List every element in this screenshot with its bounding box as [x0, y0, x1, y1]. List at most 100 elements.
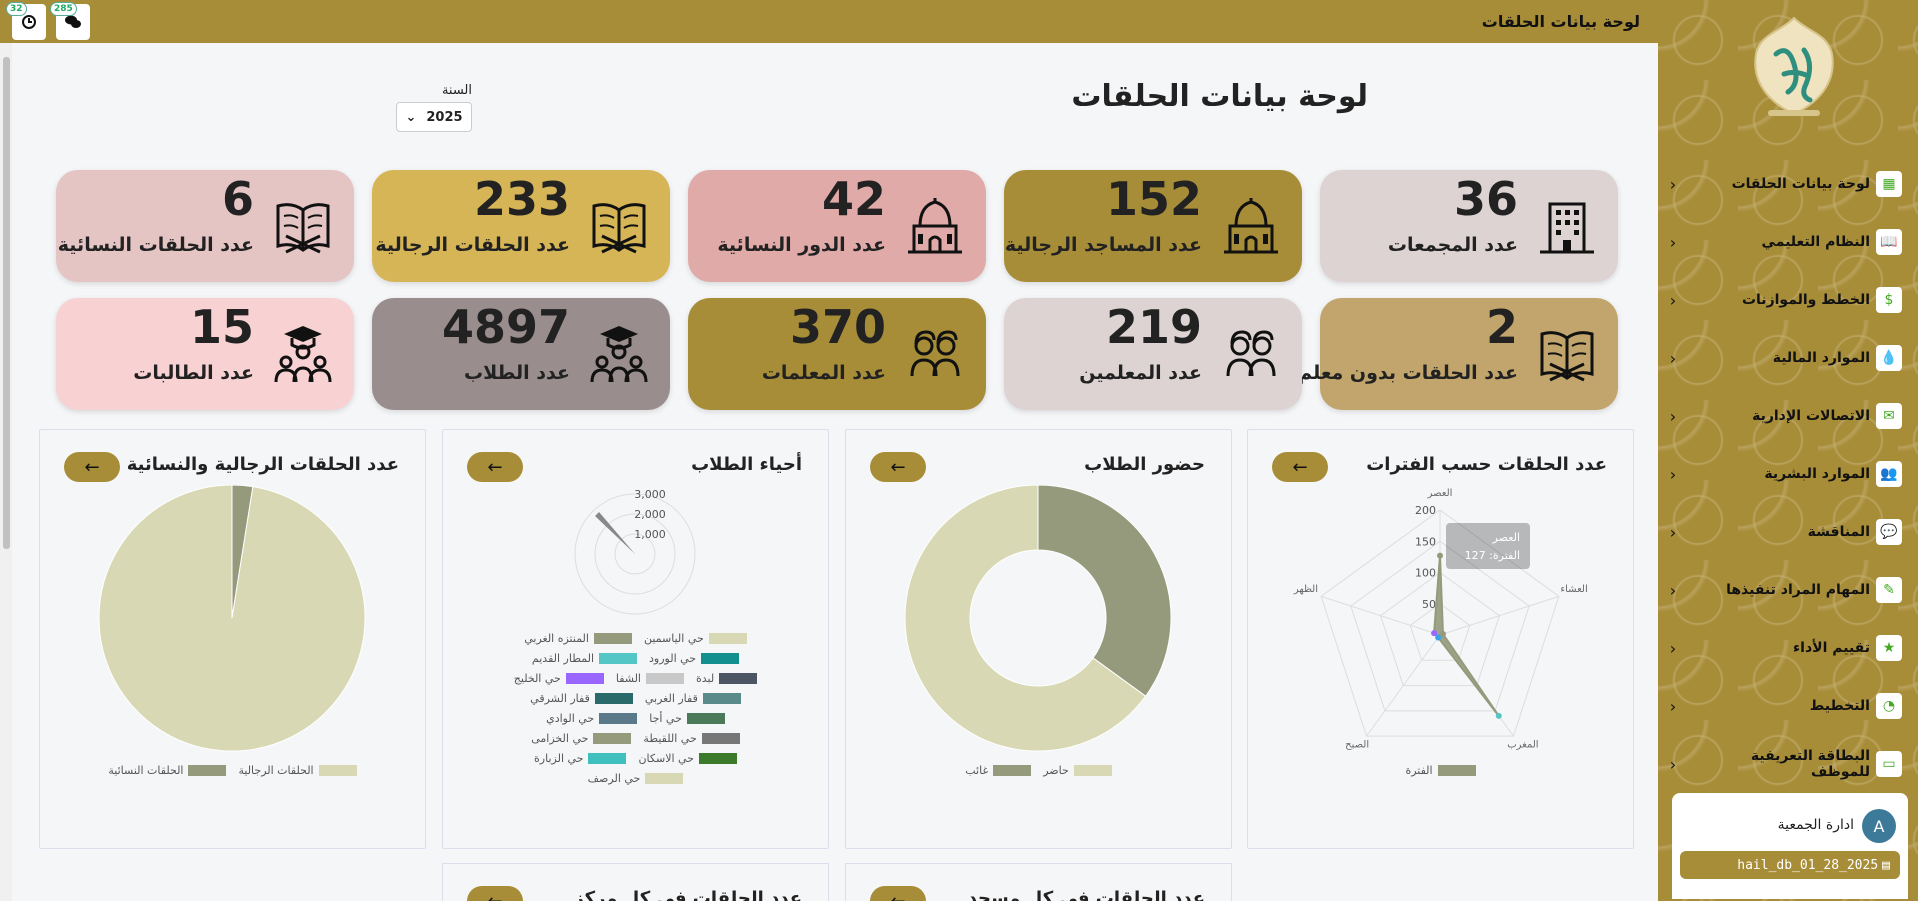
legend-item[interactable]: حي أجا: [649, 709, 725, 727]
legend-item[interactable]: حي اللقيطة: [643, 729, 740, 747]
legend-item[interactable]: حاضر: [1043, 764, 1112, 777]
stat-label: عدد الحلقات بدون معلم: [1298, 362, 1518, 384]
panel-circles: عدد الحلقات الرجالية والنسائية ← الحلقات…: [39, 429, 426, 849]
panel-title: عدد الحلقات في كل مسجد: [967, 888, 1205, 901]
radar-point[interactable]: [1437, 552, 1443, 559]
legend-item[interactable]: المنتزه الغربي: [524, 629, 632, 647]
radar-tick-label: 100: [1415, 567, 1436, 580]
sidebar-item[interactable]: 💧 الموارد المالية ‹: [1658, 329, 1918, 387]
open-periods-button[interactable]: ←: [1272, 452, 1328, 482]
radar-tick-label: 150: [1415, 535, 1436, 548]
stat-card[interactable]: 6 عدد الحلقات النسائية: [56, 170, 354, 282]
legend-item[interactable]: حي الاسكان: [638, 749, 737, 767]
open-per-center-button[interactable]: ←: [467, 886, 523, 901]
stat-card[interactable]: 2 عدد الحلقات بدون معلم: [1298, 298, 1618, 410]
open-circles-button[interactable]: ←: [64, 452, 120, 482]
quran-icon: [276, 203, 330, 254]
avatar[interactable]: A: [1862, 809, 1896, 843]
donut-slice[interactable]: [904, 485, 1147, 752]
stat-label: عدد المجمعات: [1387, 234, 1518, 256]
legend-item[interactable]: الفترة: [1405, 764, 1476, 777]
radar-point[interactable]: [1431, 630, 1438, 637]
open-attendance-button[interactable]: ←: [870, 452, 926, 482]
stat-card[interactable]: 36 عدد المجمعات: [1320, 170, 1618, 282]
legend-item[interactable]: الشفا: [616, 669, 684, 687]
stat-card[interactable]: 219 عدد المعلمين: [1004, 298, 1302, 410]
legend-item[interactable]: حي الوادي: [546, 709, 638, 727]
sidebar-item[interactable]: 👥 الموارد البشرية ‹: [1658, 445, 1918, 503]
legend-item[interactable]: حي الياسمين: [644, 629, 747, 647]
sidebar-item[interactable]: ✎ المهام المراد تنفيذها ‹: [1658, 561, 1918, 619]
year-select[interactable]: 2025 ⌄: [396, 102, 472, 132]
radar-point[interactable]: [1439, 631, 1446, 638]
sidebar-item[interactable]: ★ تقييم الأداء ‹: [1658, 619, 1918, 677]
building-icon: [1540, 202, 1594, 254]
topbar-title: لوحة بيانات الحلقات: [1481, 12, 1640, 31]
sidebar-item-label: لوحة بيانات الحلقات: [1731, 176, 1870, 192]
scroll-thumb[interactable]: [3, 57, 10, 549]
stat-card[interactable]: 370 عدد المعلمات: [688, 298, 986, 410]
stat-card[interactable]: 42 عدد الدور النسائية: [688, 170, 986, 282]
radar-point[interactable]: [1495, 712, 1502, 719]
radar-axis-label: المغرب: [1507, 739, 1538, 750]
stat-label: عدد المعلمات: [761, 362, 886, 384]
legend-item[interactable]: المطار القديم: [532, 649, 638, 667]
legend-item[interactable]: الحلقات الرجالية: [238, 764, 357, 777]
database-selector[interactable]: hail_db_01_28_2025 ▤: [1680, 851, 1900, 879]
legend-swatch: [599, 712, 638, 724]
messages-badge: 285: [50, 1, 77, 16]
sidebar-item[interactable]: ◔ التخطيط ‹: [1658, 677, 1918, 735]
stat-card[interactable]: 233 عدد الحلقات الرجالية: [372, 170, 670, 282]
main-scrollbar[interactable]: [0, 43, 12, 901]
sidebar-item[interactable]: 💬 المناقشة ‹: [1658, 503, 1918, 561]
sidebar-item-label: الموارد المالية: [1772, 350, 1870, 366]
arrow-left-icon: ←: [890, 456, 906, 478]
messages-button[interactable]: 285: [50, 1, 90, 40]
pie-slice[interactable]: [98, 485, 366, 752]
quran-icon: [592, 203, 646, 254]
panel-title: عدد الحلقات حسب الفترات: [1366, 454, 1607, 475]
stat-card[interactable]: 4897 عدد الطلاب: [372, 298, 670, 410]
radar-point[interactable]: [1435, 634, 1442, 641]
legend-label: غائب: [965, 764, 989, 777]
legend-item[interactable]: قفار الغربي: [645, 689, 741, 707]
legend-item[interactable]: حي الرصف: [588, 769, 684, 787]
stat-value: 2: [1485, 300, 1518, 354]
polar-segment[interactable]: [595, 512, 635, 554]
sidebar-item[interactable]: ▭ البطاقة التعريفية للموظف ‹: [1658, 735, 1918, 793]
legend-item[interactable]: غائب: [965, 764, 1032, 777]
stat-card[interactable]: 15 عدد الطالبات: [56, 298, 354, 410]
legend-label: حي الورود: [649, 651, 697, 665]
sidebar-item[interactable]: 📖 النظام التعليمي ‹: [1658, 213, 1918, 271]
sidebar-item-label: تقييم الأداء: [1793, 640, 1870, 656]
year-filter: السنة 2025 ⌄: [396, 83, 472, 132]
open-per-mosque-button[interactable]: ←: [870, 886, 926, 901]
polar-grid: [614, 533, 656, 575]
sidebar-item[interactable]: $ الخطط والموازنات ‹: [1658, 271, 1918, 329]
legend-item[interactable]: حي الورود: [649, 649, 740, 667]
legend-swatch: [594, 692, 633, 704]
legend-item[interactable]: الحلقات النسائية: [108, 764, 227, 777]
svg-text:الفترة: 127: الفترة: 127: [1465, 549, 1520, 562]
open-districts-button[interactable]: ←: [467, 452, 523, 482]
legend-item[interactable]: حي الخزامى: [531, 729, 632, 747]
legend-label: حي الخليج: [513, 671, 561, 685]
legend-item[interactable]: حي الزبارة: [534, 749, 627, 767]
legend-swatch: [698, 752, 737, 764]
money-drop-icon: 💧: [1876, 345, 1902, 371]
legend-swatch: [993, 765, 1032, 776]
sidebar-item[interactable]: ▦ لوحة بيانات الحلقات ‹: [1658, 155, 1918, 213]
arrow-left-icon: ←: [1292, 456, 1308, 478]
legend-item[interactable]: حي الخليج: [514, 669, 604, 687]
legend-item[interactable]: لبدة: [696, 669, 758, 687]
arrow-left-icon: ←: [487, 456, 503, 478]
user-box: A ادارة الجمعية hail_db_01_28_2025 ▤: [1672, 793, 1908, 899]
panel-title: حضور الطلاب: [1084, 454, 1205, 475]
stat-card[interactable]: 152 عدد المساجد الرجالية: [1004, 170, 1302, 282]
teachers-icon: [1226, 330, 1276, 377]
sidebar-item[interactable]: ✉ الاتصالات الإدارية ‹: [1658, 387, 1918, 445]
clock-button[interactable]: 32: [6, 1, 46, 40]
chevron-left-icon: ‹: [1669, 580, 1677, 600]
donut-slice[interactable]: [1037, 485, 1172, 697]
legend-item[interactable]: قفار الشرقي: [530, 689, 633, 707]
